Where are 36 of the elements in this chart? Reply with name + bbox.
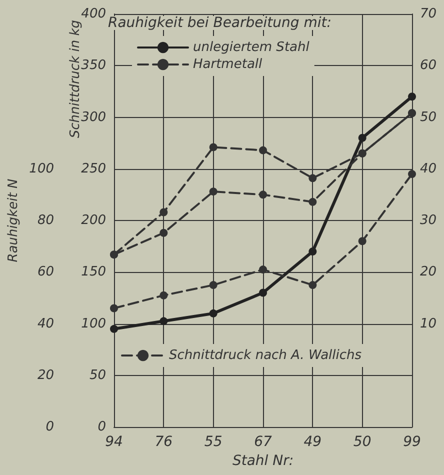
y-tick-label: 300 — [81, 110, 106, 125]
y-tick-label: 100 — [81, 316, 106, 332]
y3-tick-label: 60 — [420, 58, 437, 74]
y3-tick-label: 50 — [420, 110, 437, 125]
y-axis-title: Schnittdruck in kg — [68, 20, 83, 138]
y3-tick-label: 40 — [420, 161, 437, 176]
y-tick-label: 50 — [89, 368, 106, 383]
y2-tick-label: 20 — [37, 368, 54, 383]
y3-tick-label: 70 — [420, 6, 437, 22]
y-tick-label: 350 — [81, 58, 106, 74]
y-tick-label: 0 — [98, 420, 106, 434]
x-tick-label: 99 — [403, 434, 421, 450]
x-tick-label: 76 — [154, 434, 173, 450]
legend-label: Hartmetall — [193, 57, 263, 72]
x-tick-label: 94 — [105, 434, 123, 450]
x-axis-title: Stahl Nr: — [232, 452, 294, 469]
y3-tick-label: 10 — [420, 316, 437, 332]
y2-tick-label: 80 — [37, 213, 54, 228]
legend-label: unlegiertem Stahl — [193, 40, 310, 55]
y2-tick-label: 60 — [37, 264, 54, 280]
x-tick-label: 55 — [204, 434, 222, 450]
y-tick-label: 250 — [81, 161, 106, 176]
y3-tick-label: 30 — [420, 213, 437, 228]
y-tick-label: 400 — [81, 6, 106, 22]
y2-tick-label: 100 — [29, 161, 54, 176]
legend-label: Schnittdruck nach A. Wallichs — [169, 348, 362, 363]
x-tick-label: 50 — [353, 434, 372, 450]
x-tick-label: 49 — [304, 434, 322, 450]
legend-title: Rauhigkeit bei Bearbeitung mit: — [108, 15, 332, 31]
y-tick-label: 150 — [81, 264, 106, 280]
y2-axis-title: Rauhigkeit N — [6, 178, 21, 262]
x-tick-label: 67 — [254, 434, 272, 450]
y2-tick-label: 40 — [37, 316, 54, 332]
y-tick-label: 200 — [81, 213, 106, 228]
y2-tick-label: 0 — [46, 420, 54, 434]
y3-tick-label: 20 — [420, 264, 437, 280]
